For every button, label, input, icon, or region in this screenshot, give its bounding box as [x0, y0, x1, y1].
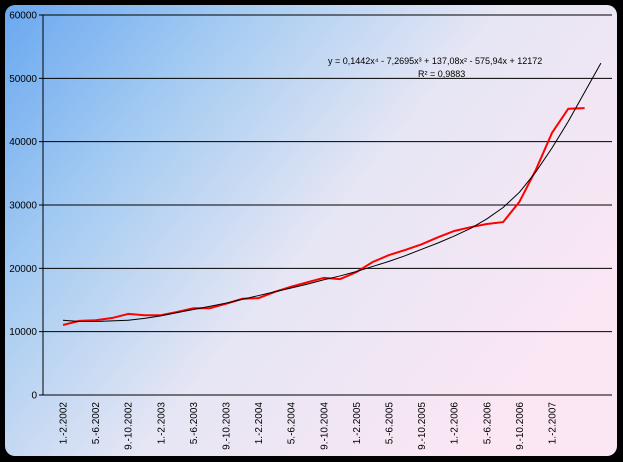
- y-tick-label: 50000: [9, 74, 37, 85]
- r-squared: R² = 0,9883: [418, 69, 465, 79]
- x-tick-label: 5.-6.2004: [287, 402, 298, 445]
- trend-equation: y = 0,1442x⁴ - 7,2695x³ + 137,08x² - 575…: [328, 56, 542, 66]
- x-tick-label: 9.-10.2002: [124, 402, 135, 450]
- x-tick-label: 1.-2.2004: [254, 402, 265, 445]
- y-tick-label: 40000: [9, 137, 37, 148]
- y-tick-label: 10000: [9, 327, 37, 338]
- x-tick-label: 5.-6.2003: [189, 402, 200, 445]
- x-tick-label: 5.-6.2006: [482, 402, 493, 445]
- panel: [5, 5, 617, 456]
- x-tick-label: 1.-2.2006: [450, 402, 461, 445]
- x-tick-label: 1.-2.2007: [548, 402, 559, 445]
- y-tick-label: 20000: [9, 264, 37, 275]
- data-line: [62, 107, 585, 326]
- y-tick-label: 0: [31, 391, 37, 402]
- x-tick-label: 1.-2.2002: [59, 402, 70, 445]
- y-tick-label: 30000: [9, 201, 37, 212]
- x-tick-label: 9.-10.2006: [515, 402, 526, 450]
- y-tick-label: 60000: [9, 11, 37, 22]
- trend-line: [62, 62, 602, 323]
- x-tick-label: 1.-2.2003: [156, 402, 167, 445]
- x-tick-label: 9.-10.2003: [222, 402, 233, 450]
- x-tick-label: 5.-6.2005: [385, 402, 396, 445]
- x-tick-label: 1.-2.2005: [352, 402, 363, 445]
- x-tick-label: 9.-10.2004: [319, 402, 330, 450]
- x-tick-label: 9.-10.2005: [417, 402, 428, 450]
- x-tick-label: 5.-6.2002: [91, 402, 102, 445]
